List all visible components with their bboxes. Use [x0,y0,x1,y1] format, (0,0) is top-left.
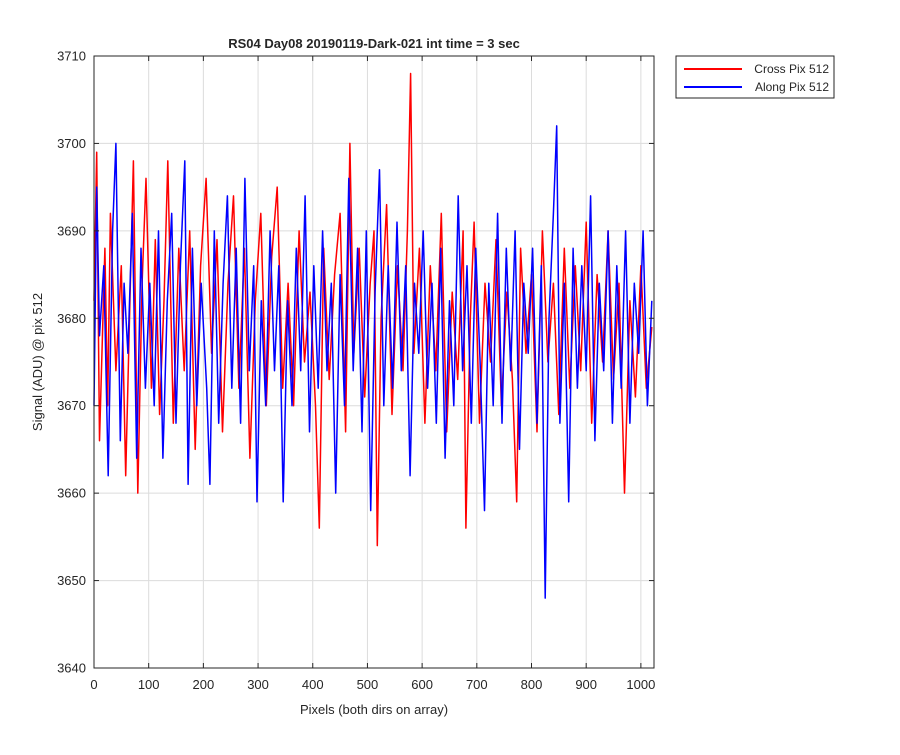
series-line-along-pix-512 [93,125,653,599]
legend-label-along: Along Pix 512 [755,80,829,94]
y-tick-label: 3690 [57,223,86,238]
x-tick-label: 500 [357,677,379,692]
y-tick-label: 3640 [57,661,86,676]
x-tick-label: 800 [521,677,543,692]
x-tick-label: 300 [247,677,269,692]
legend-label-cross: Cross Pix 512 [754,62,829,76]
x-axis-label: Pixels (both dirs on array) [300,702,448,717]
x-tick-label: 900 [575,677,597,692]
legend: Cross Pix 512 Along Pix 512 [675,55,835,99]
x-tick-label: 0 [90,677,97,692]
x-tick-label: 1000 [626,677,655,692]
y-tick-label: 3650 [57,573,86,588]
plot-frame [93,55,655,669]
y-tick-label: 3710 [57,49,86,64]
x-tick-label: 400 [302,677,324,692]
x-tick-label: 200 [193,677,215,692]
y-tick-label: 3700 [57,136,86,151]
series-layer [93,72,653,599]
y-tick-label: 3680 [57,311,86,326]
legend-box [675,55,835,99]
y-tick-label: 3670 [57,398,86,413]
y-axis-ticks: 3640 3650 3660 3670 3680 3690 3700 3710 [57,49,654,676]
x-tick-label: 600 [411,677,433,692]
x-tick-label: 700 [466,677,488,692]
x-tick-label: 100 [138,677,160,692]
chart-title: RS04 Day08 20190119-Dark-021 int time = … [228,36,520,51]
y-axis-label: Signal (ADU) @ pix 512 [30,293,45,431]
y-tick-label: 3660 [57,486,86,501]
x-axis-ticks: 0 100 200 300 400 500 600 700 800 900 1000 [90,56,655,692]
